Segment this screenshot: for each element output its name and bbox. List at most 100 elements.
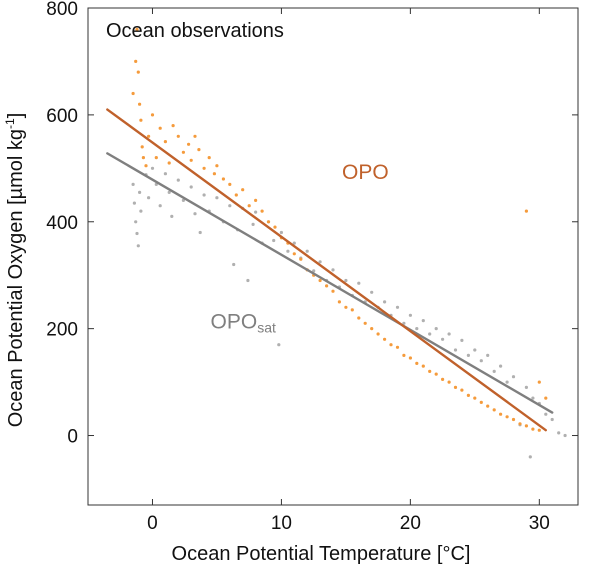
data-point — [189, 158, 193, 162]
data-point — [402, 353, 406, 357]
data-point — [234, 193, 238, 197]
data-point — [479, 400, 483, 404]
data-point — [518, 422, 522, 426]
data-point — [136, 70, 140, 74]
data-point — [207, 156, 211, 160]
data-point — [511, 375, 516, 379]
data-point — [138, 190, 142, 194]
series-label-oposat: OPOsat — [211, 311, 276, 336]
series-label-opo-main: OPO — [342, 161, 389, 184]
data-point — [524, 209, 529, 213]
data-point — [434, 327, 438, 331]
data-point — [537, 428, 541, 432]
data-point — [524, 385, 529, 389]
data-point — [134, 59, 138, 64]
data-point — [193, 134, 197, 138]
x-axis-label: Ocean Potential Temperature [°C] — [172, 543, 471, 565]
data-point — [331, 268, 335, 272]
data-point — [131, 182, 135, 186]
data-point — [247, 204, 251, 208]
x-tick-label: 10 — [271, 513, 292, 534]
data-point — [232, 262, 236, 267]
data-point — [221, 177, 225, 181]
data-point — [499, 412, 503, 416]
data-point — [434, 372, 438, 376]
data-point — [357, 316, 361, 320]
y-axis-label: Ocean Potential Oxygen [µmol kg-1] — [3, 113, 27, 428]
data-point — [389, 343, 393, 347]
data-point — [181, 150, 185, 154]
tick-labels: 0 10 20 30 0 200 400 600 800 — [46, 0, 550, 534]
data-point — [154, 156, 158, 160]
y-axis-label-sup: -1 — [3, 118, 17, 129]
data-point — [408, 313, 412, 317]
data-point — [492, 369, 496, 373]
y-tick-label: 800 — [46, 0, 78, 20]
data-point — [135, 27, 139, 31]
data-point — [176, 178, 180, 182]
data-point — [277, 343, 281, 347]
data-point — [171, 124, 175, 128]
data-point — [395, 345, 400, 349]
data-point — [305, 249, 309, 253]
data-point — [428, 332, 432, 336]
data-point — [197, 148, 201, 152]
data-point — [312, 269, 316, 273]
data-point — [273, 225, 277, 229]
data-point — [140, 145, 144, 149]
y-tick-label: 600 — [46, 106, 78, 127]
data-point — [363, 321, 367, 325]
data-point — [246, 278, 250, 283]
series-label-opo: OPO — [342, 161, 389, 184]
data-point — [139, 209, 143, 213]
data-point — [337, 300, 341, 304]
data-point — [466, 353, 470, 357]
data-point — [415, 327, 419, 331]
data-point — [189, 185, 193, 189]
data-point — [135, 231, 139, 236]
fit-lines — [106, 108, 554, 432]
data-point — [292, 252, 296, 256]
data-point — [408, 356, 412, 360]
data-point — [251, 222, 255, 226]
y-axis-label-close: ] — [5, 113, 27, 119]
data-point — [272, 238, 276, 243]
data-point — [350, 308, 354, 312]
data-point — [144, 164, 148, 168]
data-point — [260, 209, 264, 213]
x-tick-label: 0 — [147, 513, 158, 534]
data-point — [557, 431, 561, 435]
data-point — [376, 332, 380, 336]
data-point — [402, 321, 406, 325]
data-point — [141, 156, 145, 160]
plot-border — [87, 7, 579, 506]
data-point — [447, 380, 451, 384]
series-label-oposat-main: OPO — [211, 311, 258, 334]
data-point — [187, 142, 191, 146]
data-point — [511, 417, 516, 422]
data-point — [473, 348, 477, 352]
data-point — [131, 91, 135, 96]
data-point — [158, 126, 162, 130]
data-point — [383, 300, 387, 304]
data-point — [198, 230, 202, 235]
data-point — [181, 198, 185, 202]
series-points-opo — [131, 27, 548, 432]
plot-frame — [87, 7, 579, 506]
data-point — [466, 393, 470, 397]
data-point — [318, 278, 322, 283]
data-point — [325, 284, 329, 288]
data-point — [318, 260, 322, 264]
data-point — [163, 172, 167, 176]
data-point — [531, 396, 535, 400]
data-point — [212, 172, 216, 176]
data-point — [505, 415, 509, 419]
data-point — [524, 424, 529, 428]
data-point — [228, 204, 232, 208]
data-point — [254, 198, 258, 202]
x-tick-label: 30 — [529, 513, 550, 534]
data-point — [473, 396, 477, 400]
data-point — [550, 417, 554, 422]
y-axis-label-main: Ocean Potential Oxygen [µmol kg — [5, 129, 27, 427]
data-point — [215, 196, 219, 200]
